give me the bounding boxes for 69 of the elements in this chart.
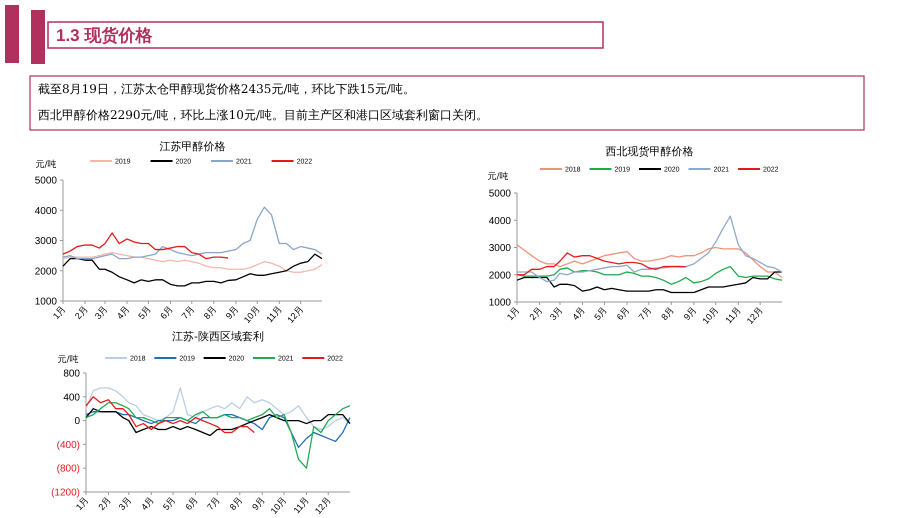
y-tick-label: 800: [63, 368, 80, 380]
x-tick-label: 7月: [180, 304, 196, 322]
x-tick-label: 7月: [636, 304, 654, 322]
x-tick-label: 9月: [682, 304, 698, 322]
x-tick-label: 9月: [250, 494, 267, 512]
line-series: [62, 252, 323, 273]
line-series: [516, 252, 687, 276]
x-tick-label: 2月: [527, 304, 544, 322]
line-series: [62, 253, 323, 287]
y-tick-label: (800): [56, 464, 80, 475]
x-tick-label: 5月: [160, 494, 178, 512]
line-series: [516, 271, 783, 294]
y-tick-label: 2000: [34, 266, 58, 278]
y-axis-title: 元/吨: [57, 354, 79, 365]
x-tick-label: 4月: [139, 494, 156, 512]
x-tick-label: 12月: [744, 304, 765, 326]
y-tick-label: (1200): [51, 488, 80, 498]
x-tick-label: 2月: [72, 304, 90, 322]
chart-title: 江苏甲醇价格: [160, 140, 226, 153]
x-tick-label: 11月: [292, 494, 312, 516]
x-tick-label: 12月: [285, 304, 306, 325]
line-series: [62, 232, 229, 260]
x-tick-label: 11月: [723, 304, 743, 326]
x-tick-label: 10月: [700, 304, 720, 326]
x-tick-label: 8月: [228, 494, 244, 512]
line-series: [516, 266, 783, 285]
x-tick-label: 2月: [96, 494, 114, 512]
x-tick-label: 3月: [116, 494, 134, 512]
y-tick-label: 400: [63, 392, 80, 404]
x-tick-label: 3月: [92, 304, 110, 322]
x-tick-label: 9月: [224, 304, 240, 322]
line-series: [516, 216, 783, 282]
text: 截至8月19日，江苏太仓甲醇现货价格2435元/吨，环比下跌15元/吨。: [38, 82, 415, 96]
y-tick-label: 3000: [488, 243, 512, 254]
line-series: [85, 396, 255, 434]
x-tick-label: 4月: [570, 304, 588, 322]
text: 1.3 现货价格: [56, 26, 154, 45]
y-tick-label: 5000: [34, 176, 58, 186]
y-tick-label: 0: [74, 416, 80, 428]
x-tick-label: 10月: [268, 494, 289, 516]
y-axis-title: 元/吨: [487, 171, 509, 182]
x-tick-label: 5月: [136, 304, 153, 322]
x-tick-label: 12月: [312, 494, 333, 516]
text: 西北甲醇价格2290元/吨，环比上涨10元/吨。目前主产区和港口区域套利窗口关闭。: [38, 108, 488, 122]
x-tick-label: 11月: [264, 304, 284, 324]
x-tick-label: 6月: [614, 304, 632, 322]
x-tick-label: 5月: [592, 304, 609, 322]
line-series: [516, 244, 783, 278]
y-tick-label: 4000: [34, 206, 58, 217]
x-tick-label: 7月: [205, 494, 222, 512]
x-tick-label: 8月: [202, 304, 218, 322]
y-axis-title: 元/吨: [35, 159, 57, 170]
x-tick-label: 6月: [158, 304, 175, 322]
x-tick-label: 10月: [242, 304, 262, 325]
y-tick-label: 3000: [34, 236, 58, 247]
line-series: [62, 206, 323, 260]
x-tick-label: 4月: [114, 304, 132, 322]
line-series: [85, 408, 351, 436]
chart-title: 江苏-陕西区域套利: [172, 330, 264, 343]
x-tick-label: 6月: [183, 494, 200, 512]
y-tick-label: 4000: [488, 216, 512, 227]
x-tick-label: 8月: [659, 304, 676, 322]
line-series: [85, 402, 351, 469]
y-tick-label: (400): [56, 440, 80, 451]
chart-title: 西北现货甲醇价格: [606, 145, 694, 158]
y-tick-label: 2000: [488, 270, 512, 282]
line-series: [85, 387, 351, 430]
x-tick-label: 3月: [548, 304, 564, 322]
y-tick-label: 5000: [488, 188, 512, 200]
